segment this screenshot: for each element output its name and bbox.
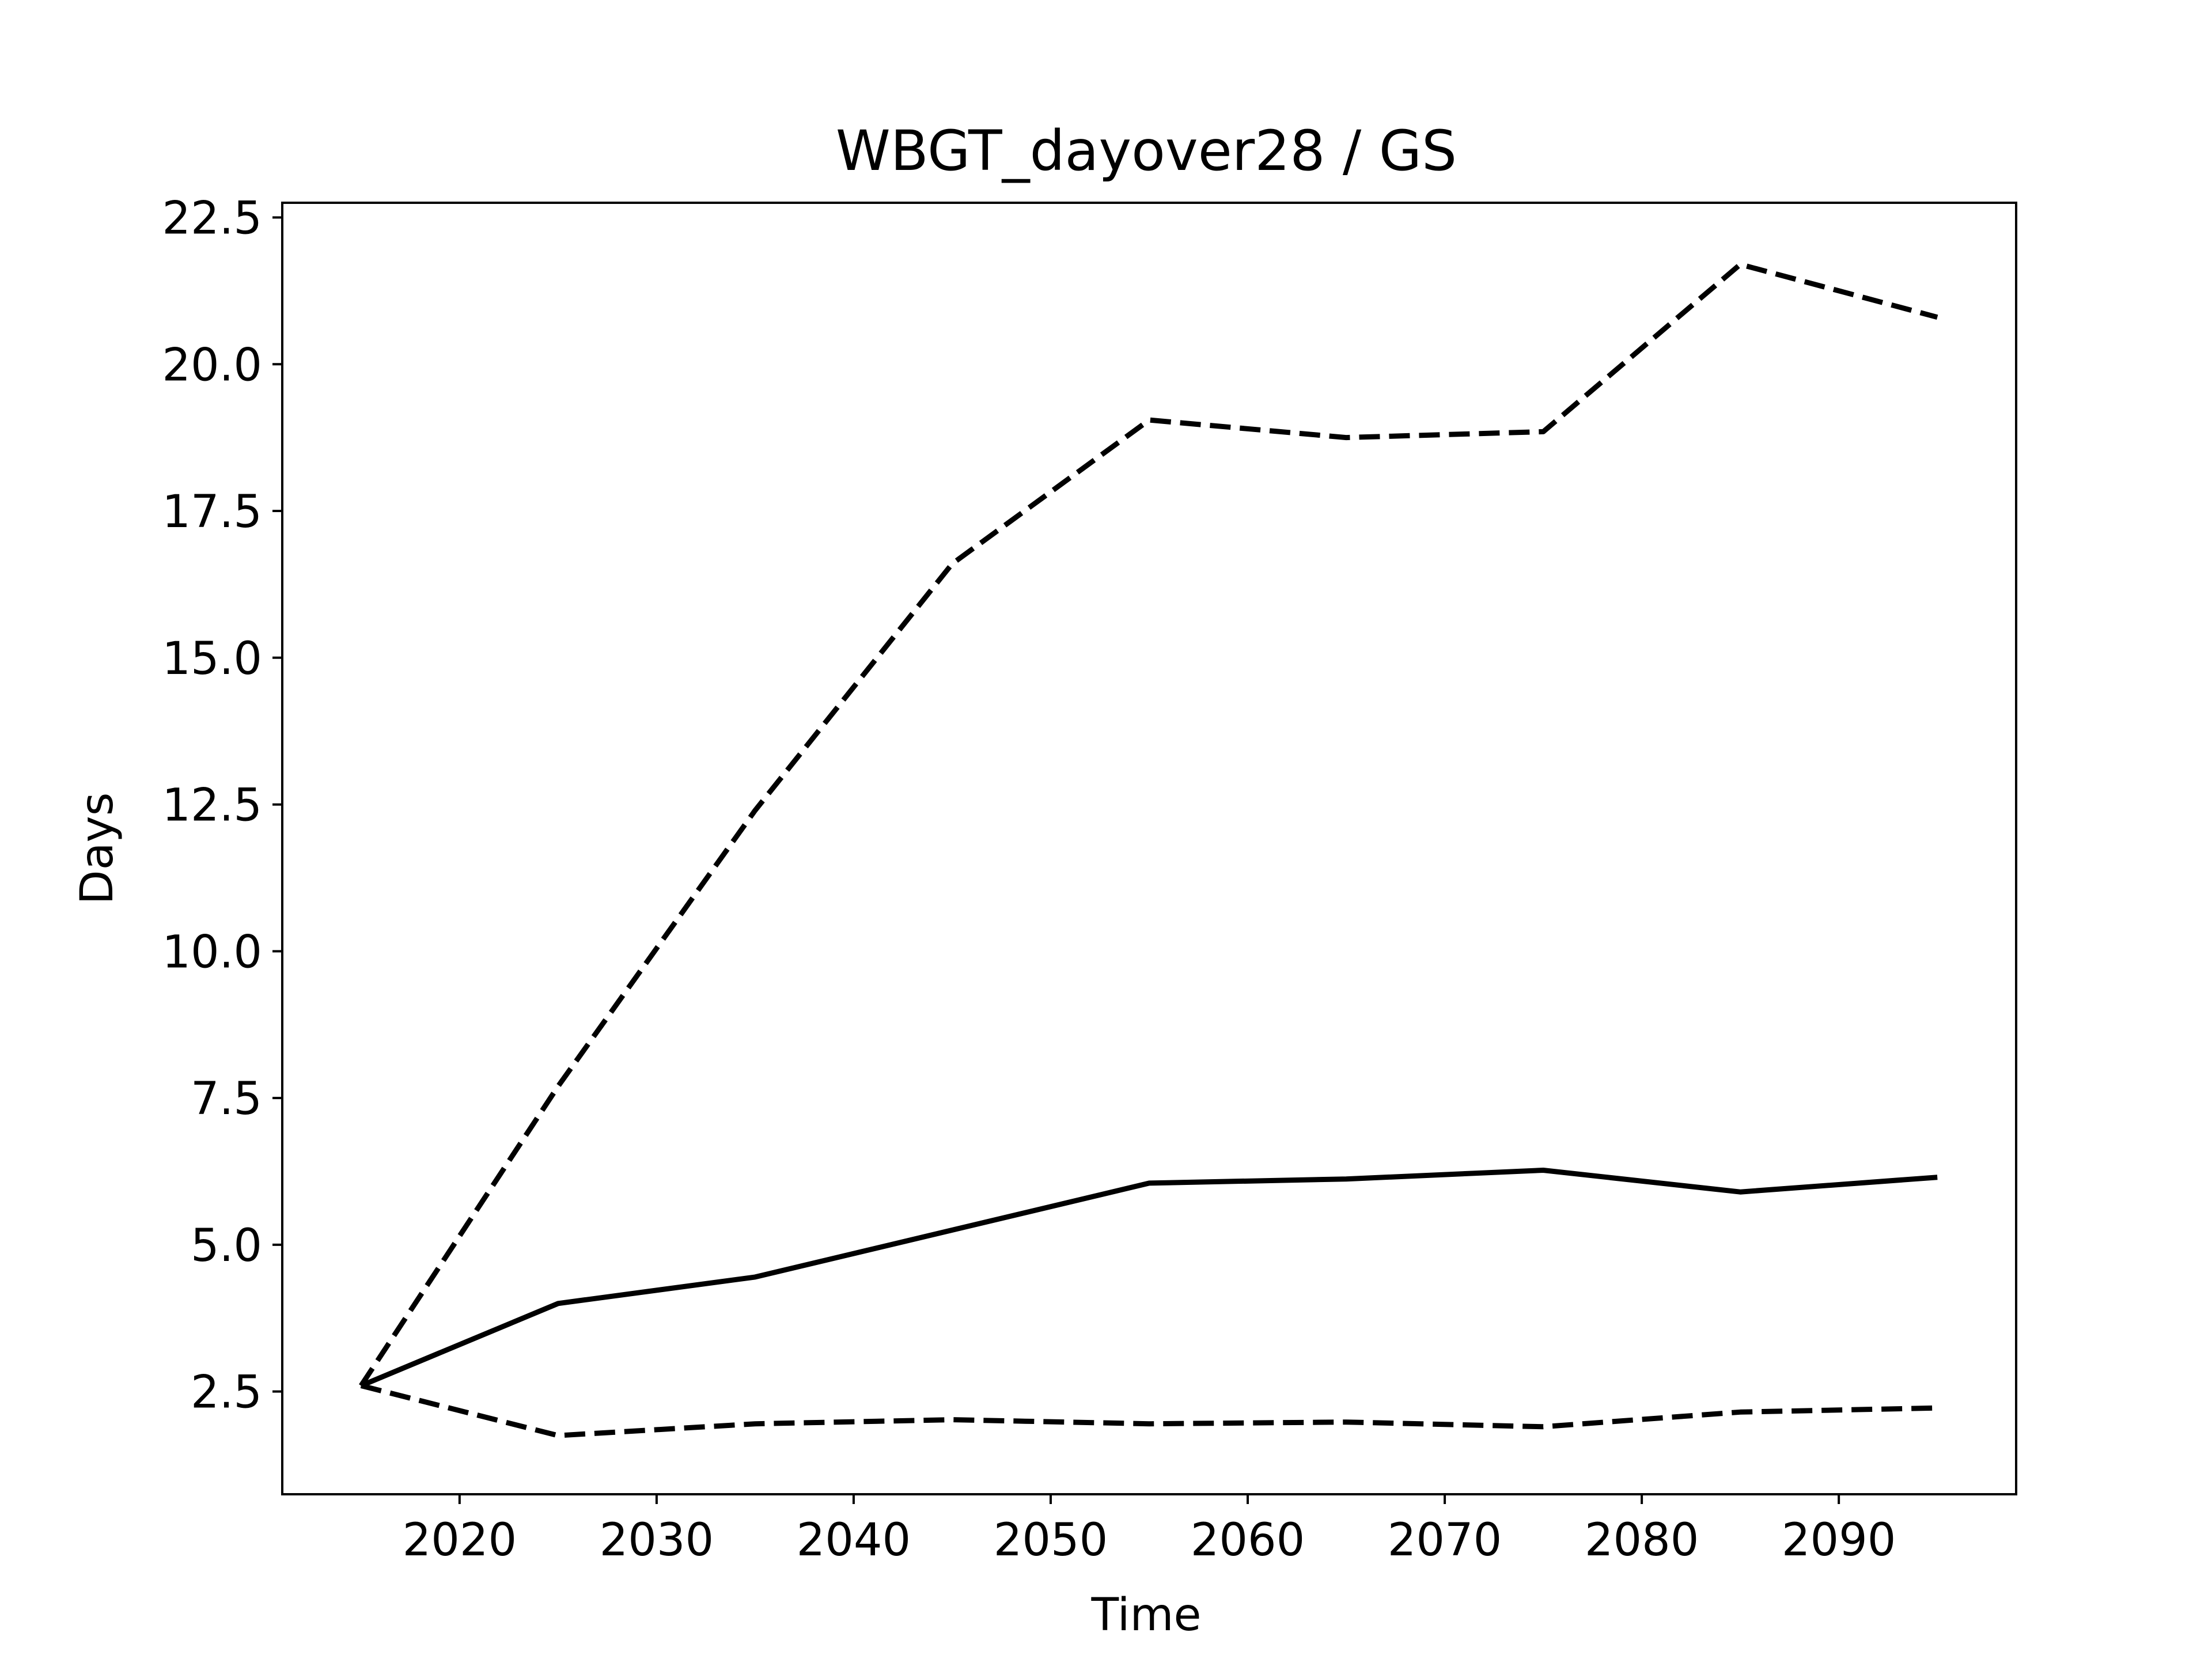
series-line-2 [359,262,1938,1387]
y-tick-label: 10.0 [162,926,262,978]
y-tick-label: 17.5 [162,486,262,538]
chart-title: WBGT_dayover28 / GS [836,119,1457,183]
y-tick-label: 7.5 [191,1073,262,1125]
y-tick-label: 22.5 [162,192,262,244]
x-tick-label: 2030 [600,1514,714,1566]
x-tick-label: 2080 [1585,1514,1699,1566]
series-line-1 [360,1168,1938,1388]
x-axis: 2020 2030 2040 2050 2060 2070 2080 2090 [403,1494,1896,1566]
y-axis: 2.5 5.0 7.5 10.0 12.5 15.0 17.5 20.0 22.5 [162,192,282,1419]
y-tick-label: 12.5 [162,780,262,832]
y-tick-label: 5.0 [191,1220,262,1272]
x-tick-label: 2070 [1388,1514,1502,1566]
x-axis-label: Time [1091,1589,1202,1641]
y-axis-label: Days [71,793,123,905]
plot-frame [281,202,2017,1495]
series-line-3 [360,1383,1938,1438]
x-tick-label: 2020 [403,1514,517,1566]
x-tick-label: 2090 [1782,1514,1896,1566]
y-tick-label: 20.0 [162,339,262,391]
y-tick-label: 2.5 [191,1367,262,1419]
y-tick-label: 15.0 [162,633,262,685]
plot-area [359,262,1938,1438]
x-tick-label: 2050 [994,1514,1108,1566]
x-tick-label: 2060 [1191,1514,1305,1566]
x-tick-label: 2040 [797,1514,911,1566]
